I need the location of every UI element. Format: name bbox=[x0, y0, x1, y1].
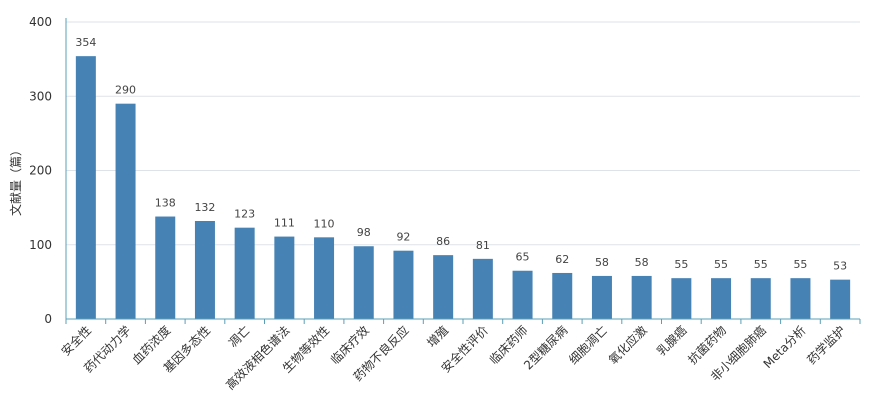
bar-8 bbox=[353, 246, 374, 319]
bar-15 bbox=[631, 275, 652, 319]
bar-9 bbox=[393, 250, 414, 319]
y-tick-label: 400 bbox=[29, 15, 52, 29]
data-label: 92 bbox=[396, 231, 410, 244]
data-label: 86 bbox=[436, 235, 450, 248]
bar-20 bbox=[830, 279, 851, 319]
x-tick-label: 氧化应激 bbox=[605, 323, 650, 368]
y-tick-label: 300 bbox=[29, 89, 52, 103]
y-tick-label: 100 bbox=[29, 238, 52, 252]
bar-17 bbox=[711, 278, 732, 319]
data-label: 58 bbox=[635, 256, 649, 269]
bar-14 bbox=[591, 275, 612, 319]
data-label: 290 bbox=[115, 84, 136, 97]
data-label: 55 bbox=[714, 258, 728, 271]
y-tick-label: 0 bbox=[44, 312, 52, 326]
data-label: 81 bbox=[476, 239, 490, 252]
data-label: 110 bbox=[314, 217, 335, 230]
x-tick-label: 细胞凋亡 bbox=[566, 323, 610, 367]
data-label: 65 bbox=[516, 251, 530, 264]
bars bbox=[75, 56, 851, 319]
data-label: 55 bbox=[674, 258, 688, 271]
bar-4 bbox=[194, 220, 215, 319]
y-tick-label: 200 bbox=[29, 164, 52, 178]
data-label: 53 bbox=[833, 260, 847, 273]
bar-18 bbox=[750, 278, 771, 319]
y-tick-labels: 0 100 200 300 400 bbox=[29, 15, 52, 326]
bar-6 bbox=[274, 236, 295, 319]
x-tick-label: 安全性 bbox=[58, 323, 94, 359]
data-label: 58 bbox=[595, 256, 609, 269]
bar-2 bbox=[115, 103, 136, 319]
data-labels: 354 290 138 132 123 111 110 98 92 86 81 65 62 58 58 55 5… bbox=[75, 36, 847, 272]
x-tick-label: 增殖 bbox=[424, 323, 452, 351]
bar-7 bbox=[314, 237, 335, 319]
data-label: 55 bbox=[793, 258, 807, 271]
data-label: 62 bbox=[555, 253, 569, 266]
bar-11 bbox=[472, 258, 493, 319]
data-label: 98 bbox=[357, 226, 371, 239]
data-label: 132 bbox=[194, 201, 215, 214]
bar-5 bbox=[234, 227, 255, 319]
x-tick-label: 凋亡 bbox=[226, 323, 253, 350]
data-label: 55 bbox=[754, 258, 768, 271]
x-tick-label: 2型糖尿病 bbox=[520, 323, 570, 373]
bar-1 bbox=[75, 56, 96, 319]
bar-16 bbox=[671, 278, 692, 319]
x-tick-label: Meta分析 bbox=[761, 323, 809, 371]
y-axis-title: 文献量（篇） bbox=[8, 144, 23, 216]
bar-12 bbox=[512, 270, 533, 319]
bar-10 bbox=[433, 255, 454, 319]
axes bbox=[65, 18, 861, 324]
data-label: 354 bbox=[75, 36, 96, 49]
bar-19 bbox=[790, 278, 811, 319]
grid-lines bbox=[66, 21, 860, 246]
data-label: 123 bbox=[234, 208, 255, 221]
x-tick-label: 乳腺癌 bbox=[653, 323, 689, 359]
bar-3 bbox=[155, 216, 176, 319]
bar-13 bbox=[552, 272, 573, 319]
data-label: 138 bbox=[155, 197, 176, 210]
data-label: 111 bbox=[274, 217, 295, 230]
x-tick-label: 药学监护 bbox=[804, 323, 849, 368]
